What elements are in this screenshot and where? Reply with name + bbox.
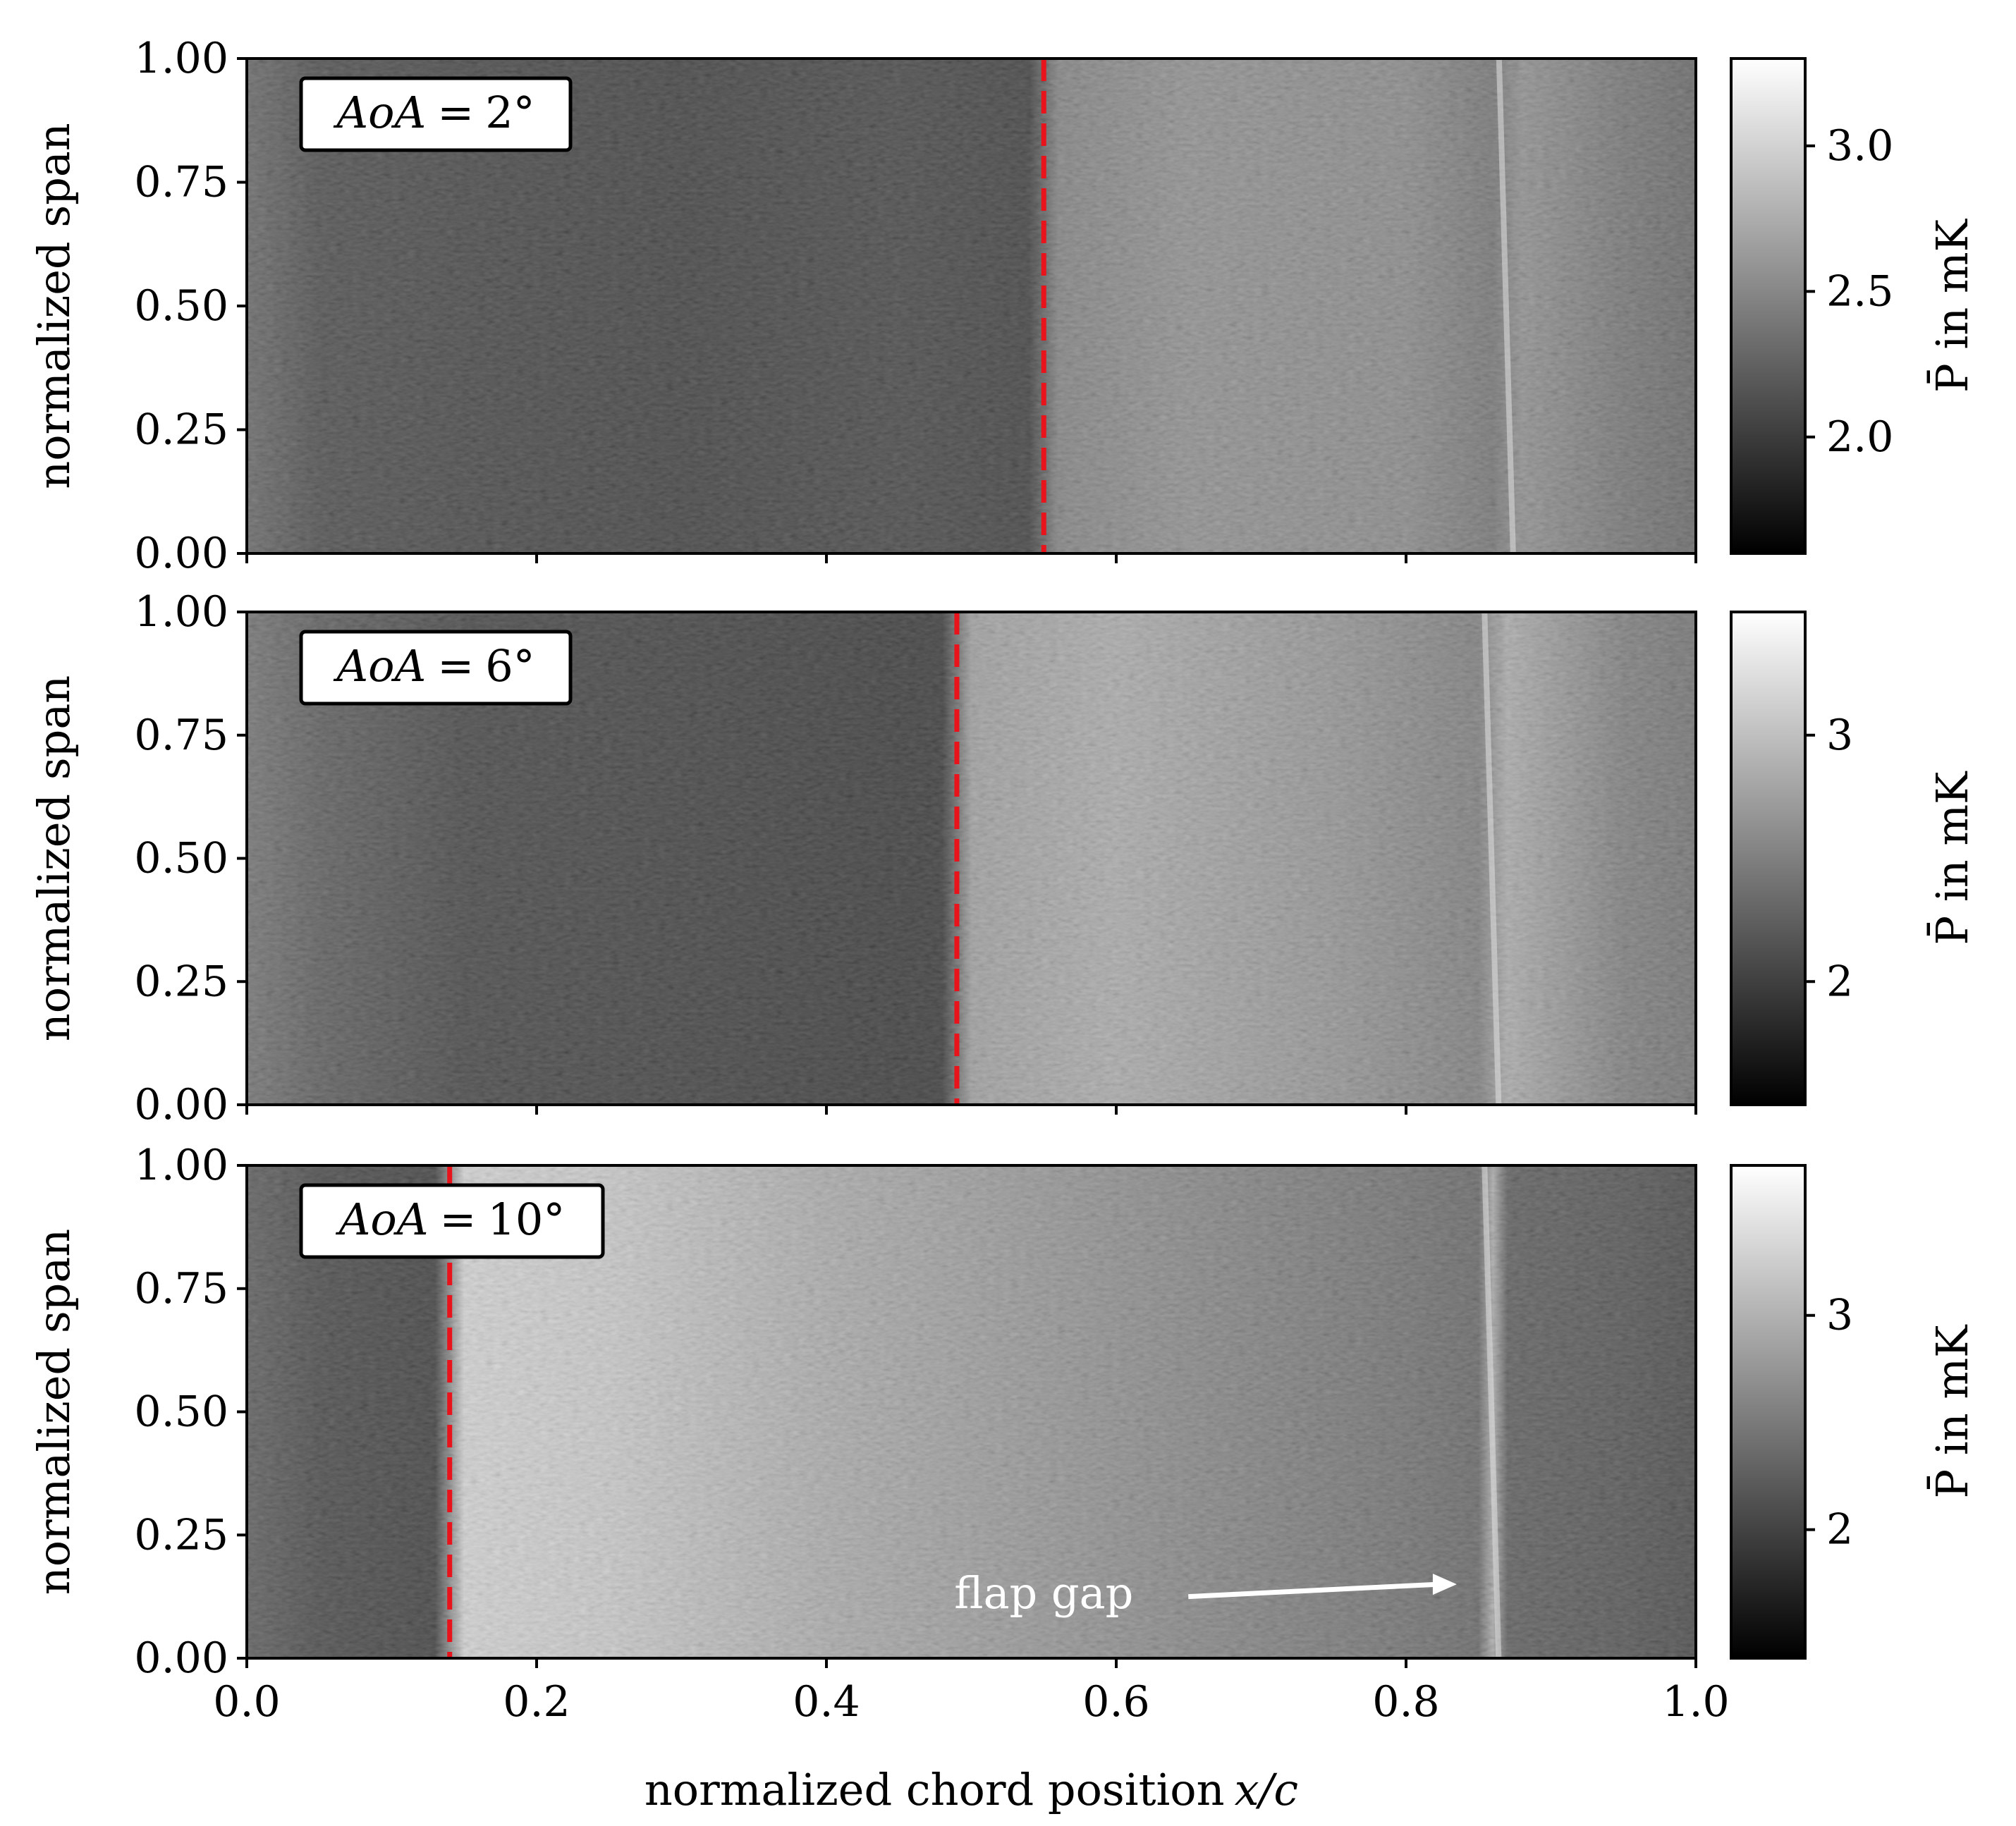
y-axis-label: normalized span (28, 1229, 80, 1595)
colorbar-tick-label: 2.5 (1826, 266, 1893, 316)
x-axis-label: normalized chord position x/c (644, 1764, 1298, 1815)
flap-gap-arrow-head (1432, 1574, 1457, 1595)
x-tick-label: 0.0 (213, 1677, 280, 1727)
y-tick-label: 0.50 (134, 1387, 228, 1437)
x-tick-label: 0.4 (793, 1677, 860, 1727)
y-tick-label: 0.25 (134, 957, 228, 1006)
panel-2: 0.00 0.25 0.50 0.75 1.00 normalized span AoA = 6… (28, 587, 1978, 1129)
x-axis-label-symbol: x/c (1235, 1764, 1299, 1815)
colorbar: 2 3 P̄ in mK (1730, 611, 1978, 1106)
colorbar-tick-label: 2 (1826, 957, 1853, 1006)
flap-gap-arrow-shaft (1188, 1581, 1439, 1600)
aoa-value: 6° (485, 640, 534, 692)
flap-gap-streak (1482, 1165, 1502, 1659)
aoa-annotation-box (299, 76, 573, 152)
colorbar-gradient (1730, 1164, 1807, 1660)
aoa-symbol: AoA (333, 640, 426, 692)
colorbar-tick-label: 3 (1826, 1291, 1853, 1340)
y-tick-label: 0.75 (134, 711, 228, 760)
y-axis-label: normalized span (28, 123, 80, 489)
colorbar-tick-label: 3 (1826, 711, 1853, 760)
y-tick-label: 0.00 (134, 1080, 228, 1129)
colorbar-tick-label: 3.0 (1826, 121, 1893, 171)
x-axis-label-text: normalized chord position (644, 1764, 1225, 1815)
y-tick-label: 1.00 (134, 587, 228, 637)
aoa-equals: = (437, 640, 474, 692)
y-tick-label: 0.50 (134, 834, 228, 883)
y-tick-label: 0.75 (134, 158, 228, 207)
aoa-annotation: AoA = 6° (333, 640, 534, 692)
x-tick-label: 0.6 (1082, 1677, 1149, 1727)
flap-gap-streak (1482, 611, 1502, 1105)
x-tick-label: 0.2 (503, 1677, 570, 1727)
aoa-annotation: AoA = 2° (333, 87, 534, 138)
colorbar-label: P̄ in mK (1926, 1324, 1978, 1499)
aoa-annotation-box (299, 630, 573, 706)
colorbar-label: P̄ in mK (1926, 771, 1978, 945)
aoa-equals: = (437, 87, 474, 138)
panel-3: 0.00 0.25 0.50 0.75 1.00 0.0 0.2 0.4 0.6 0.8 1.0 no… (28, 1141, 1978, 1815)
y-tick-label: 1.00 (134, 1141, 228, 1190)
y-tick-label: 0.25 (134, 1510, 228, 1560)
y-tick-label: 0.00 (134, 529, 228, 578)
y-axis-label: normalized span (28, 675, 80, 1041)
aoa-annotation: AoA = 10° (336, 1194, 566, 1245)
colorbar-tick-label: 2 (1826, 1505, 1853, 1555)
aoa-annotation-box (299, 1183, 605, 1259)
colorbar: 2 3 P̄ in mK (1730, 1164, 1978, 1660)
colorbar-gradient (1730, 611, 1807, 1106)
y-tick-label: 1.00 (134, 34, 228, 83)
y-tick-label: 0.00 (134, 1634, 228, 1683)
y-tick-label: 0.25 (134, 405, 228, 455)
aoa-value: 2° (485, 87, 534, 138)
flap-gap-streak (1496, 58, 1516, 554)
colorbar-label: P̄ in mK (1926, 218, 1978, 393)
x-tick-label: 1.0 (1662, 1677, 1729, 1727)
colorbar-gradient (1730, 57, 1807, 555)
colorbar-tick-label: 2.0 (1826, 412, 1893, 462)
y-tick-label: 0.50 (134, 281, 228, 331)
flap-gap-label: flap gap (954, 1567, 1133, 1619)
y-tick-label: 0.75 (134, 1264, 228, 1313)
x-tick-label: 0.8 (1372, 1677, 1439, 1727)
aoa-equals: = (440, 1194, 477, 1245)
aoa-symbol: AoA (336, 1194, 429, 1245)
colorbar: 2.0 2.5 3.0 P̄ in mK (1730, 57, 1978, 555)
aoa-symbol: AoA (333, 87, 426, 138)
aoa-value: 10° (487, 1194, 565, 1245)
